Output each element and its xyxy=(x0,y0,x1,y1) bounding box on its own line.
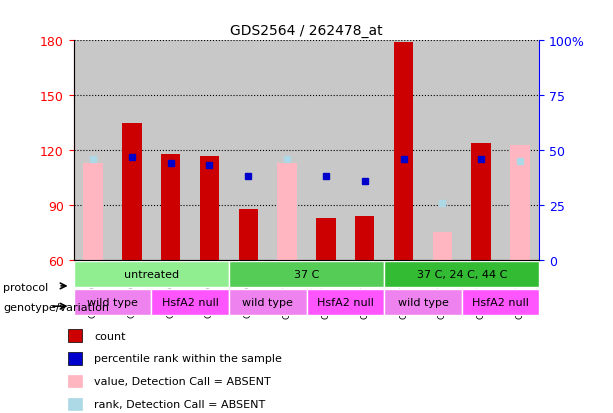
Bar xyxy=(68,375,82,387)
Text: protocol: protocol xyxy=(3,282,48,292)
Bar xyxy=(68,330,82,342)
Text: HsfA2 null: HsfA2 null xyxy=(472,297,529,307)
Bar xyxy=(229,289,306,316)
Bar xyxy=(161,154,180,260)
Text: wild type: wild type xyxy=(398,297,448,307)
Bar xyxy=(384,289,462,316)
Bar xyxy=(68,352,82,365)
Text: HsfA2 null: HsfA2 null xyxy=(162,297,218,307)
Text: wild type: wild type xyxy=(242,297,293,307)
Bar xyxy=(229,261,384,287)
Bar xyxy=(306,289,384,316)
Bar xyxy=(433,233,452,260)
Bar xyxy=(462,289,539,316)
Bar xyxy=(122,123,142,260)
Bar xyxy=(316,218,336,260)
Text: HsfA2 null: HsfA2 null xyxy=(317,297,374,307)
Title: GDS2564 / 262478_at: GDS2564 / 262478_at xyxy=(230,24,383,38)
Bar xyxy=(238,209,258,260)
Text: 37 C: 37 C xyxy=(294,269,319,279)
Bar xyxy=(74,289,151,316)
Bar xyxy=(200,156,219,260)
Bar xyxy=(471,143,491,260)
Bar xyxy=(83,164,103,260)
Bar xyxy=(394,43,413,260)
Text: rank, Detection Call = ABSENT: rank, Detection Call = ABSENT xyxy=(94,399,265,409)
Bar xyxy=(68,398,82,410)
Bar xyxy=(510,145,530,260)
Bar xyxy=(74,261,229,287)
Text: wild type: wild type xyxy=(87,297,138,307)
Text: percentile rank within the sample: percentile rank within the sample xyxy=(94,354,282,363)
Bar xyxy=(384,261,539,287)
Text: count: count xyxy=(94,331,126,341)
Bar xyxy=(278,164,297,260)
Text: 37 C, 24 C, 44 C: 37 C, 24 C, 44 C xyxy=(417,269,507,279)
Bar xyxy=(151,289,229,316)
Text: value, Detection Call = ABSENT: value, Detection Call = ABSENT xyxy=(94,376,271,386)
Text: untreated: untreated xyxy=(124,269,179,279)
Bar xyxy=(355,216,375,260)
Text: genotype/variation: genotype/variation xyxy=(3,303,109,313)
